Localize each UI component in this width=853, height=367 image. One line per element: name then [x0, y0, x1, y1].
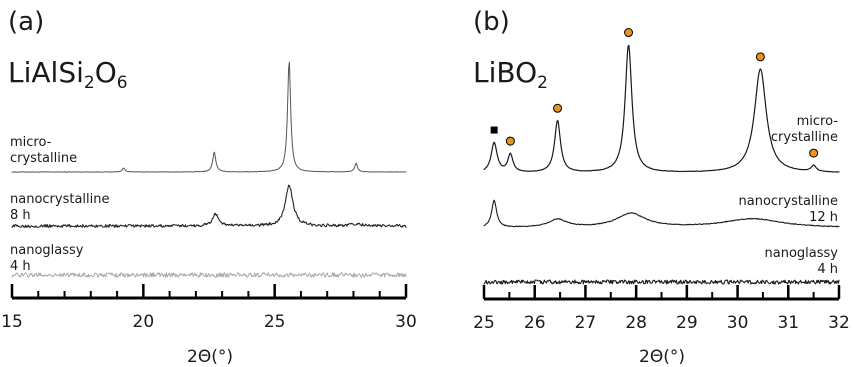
tick-label: 20 [133, 312, 155, 332]
circle-marker [755, 52, 765, 62]
tick-label: 26 [524, 313, 546, 333]
panel-a-trace-label-nano: nanocrystalline 8 h [10, 192, 110, 223]
tick-label: 15 [1, 312, 23, 332]
panel-a: (a) LiAlSi2O6 micro-crystalline nanocrys… [1, 7, 417, 367]
tick-label: 31 [777, 313, 799, 333]
panel-b-trace-label-glassy: nanoglassy 4 h [765, 246, 839, 277]
panel-b: (b) LiBO2 micro-crystalline nanocrystall… [473, 7, 850, 367]
panel-b-label: (b) [473, 7, 510, 37]
panel-b-trace-label-micro: micro-crystalline [771, 114, 838, 145]
circle-marker [553, 103, 563, 113]
panel-a-x-axis: 15 20 25 30 [1, 284, 417, 332]
circle-marker [624, 28, 634, 38]
tick-label: 27 [575, 313, 597, 333]
panel-b-x-axis-title: 2Θ(°) [639, 347, 685, 367]
tick-label: 29 [676, 313, 698, 333]
panel-b-trace-microcrystalline [483, 44, 840, 173]
tick-label: 25 [264, 312, 286, 332]
panel-a-trace-label-micro: micro-crystalline [10, 135, 77, 166]
tick-label: 25 [473, 313, 495, 333]
panel-b-trace-label-nano: nanocrystalline 12 h [739, 194, 839, 225]
panel-b-peak-markers [490, 28, 819, 158]
panel-b-compound: LiBO2 [473, 56, 548, 93]
panel-a-label: (a) [8, 7, 44, 37]
tick-label: 28 [625, 313, 647, 333]
tick-label: 30 [395, 312, 417, 332]
panel-a-compound: LiAlSi2O6 [8, 56, 128, 93]
panel-b-trace-nanocrystalline [483, 199, 840, 228]
panel-a-trace-label-glassy: nanoglassy 4 h [10, 243, 84, 274]
circle-marker [809, 148, 819, 158]
panel-a-x-axis-title: 2Θ(°) [187, 347, 233, 367]
square-marker [490, 126, 498, 134]
panel-b-x-axis: 25 26 27 28 29 30 31 32 [473, 285, 850, 333]
panel-a-trace-microcrystalline [11, 61, 407, 173]
panel-a-trace-nanoglassy [11, 272, 407, 278]
panel-a-trace-nanocrystalline [11, 184, 407, 228]
panel-b-trace-nanoglassy [483, 279, 840, 285]
tick-label: 32 [828, 313, 850, 333]
tick-label: 30 [727, 313, 749, 333]
circle-marker [505, 136, 515, 146]
